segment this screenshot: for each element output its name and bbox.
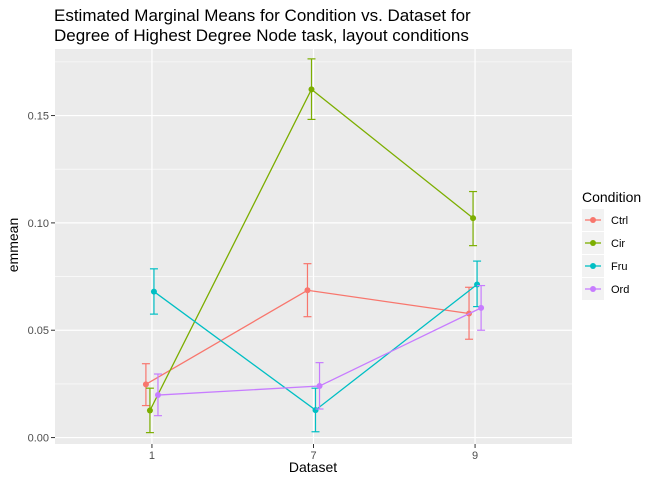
legend-point-fru (590, 263, 596, 269)
legend-point-cir (590, 240, 596, 246)
y-tick-label: 0.00 (28, 433, 49, 445)
chart-title-line-2: Degree of Highest Degree Node task, layo… (54, 26, 469, 45)
x-tick-label: 7 (310, 450, 316, 462)
x-tick-label: 1 (149, 450, 155, 462)
data-point-fru (150, 288, 157, 295)
legend-label-fru: Fru (611, 261, 628, 273)
data-point-cir (470, 215, 477, 222)
x-tick-label: 9 (472, 450, 478, 462)
chart-title-line-1: Estimated Marginal Means for Condition v… (54, 6, 471, 25)
y-tick-label: 0.10 (28, 218, 49, 230)
legend-point-ord (590, 286, 596, 292)
data-point-ord (154, 392, 161, 399)
data-point-fru (312, 407, 319, 414)
y-tick-label: 0.15 (28, 111, 49, 123)
legend-label-ord: Ord (611, 284, 629, 296)
legend-label-cir: Cir (611, 238, 625, 250)
data-point-ord (316, 383, 323, 390)
data-point-ord (478, 304, 485, 311)
data-point-ctrl (304, 287, 311, 294)
legend-point-ctrl (590, 217, 596, 223)
legend-label-ctrl: Ctrl (611, 215, 628, 227)
data-point-cir (308, 86, 315, 93)
y-axis-title: emmean (5, 218, 21, 272)
data-point-cir (146, 407, 153, 414)
x-axis-title: Dataset (289, 459, 337, 475)
legend-title: Condition (582, 189, 641, 205)
data-point-fru (474, 281, 481, 288)
data-point-ctrl (142, 381, 149, 388)
y-tick-label: 0.05 (28, 325, 49, 337)
